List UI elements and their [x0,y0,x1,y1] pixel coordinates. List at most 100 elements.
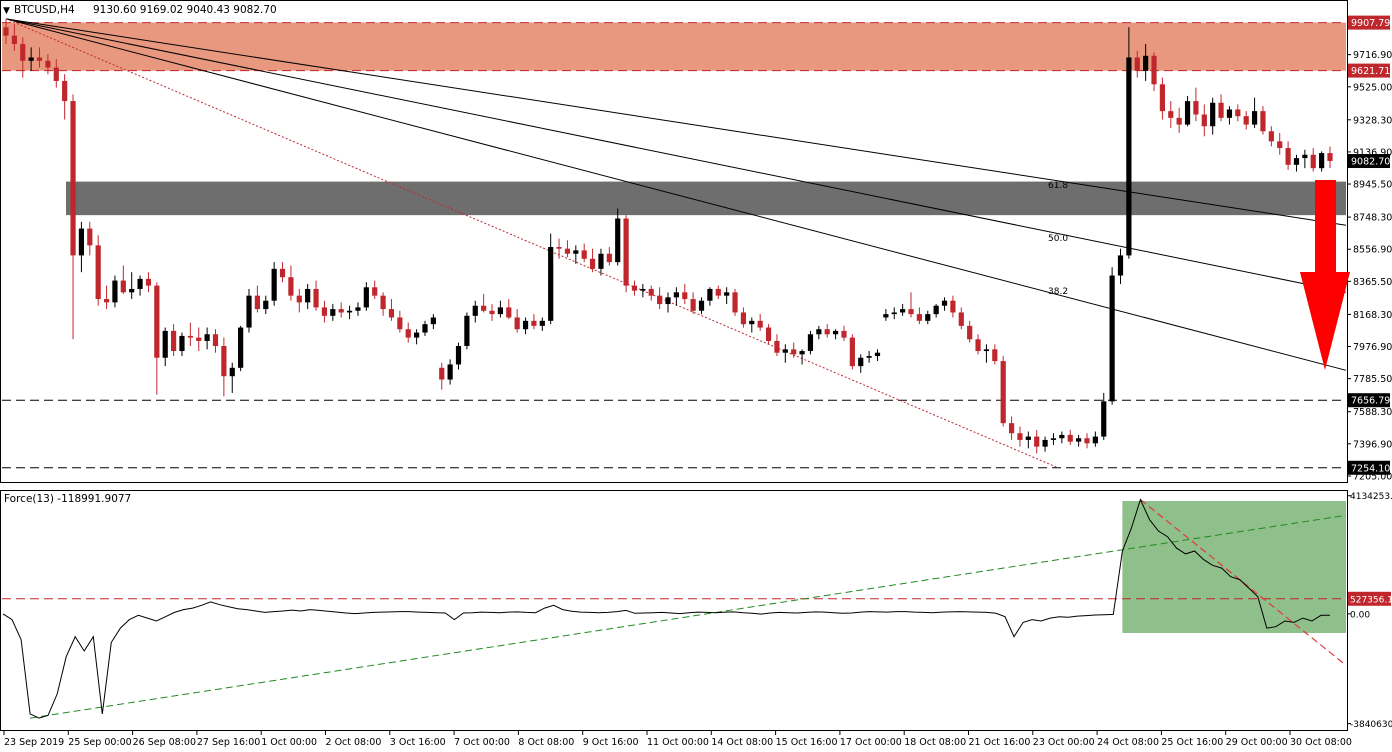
candle [472,300,478,323]
candle [162,327,168,367]
level-label-current-bg [1348,154,1390,169]
candle-body [338,309,344,313]
candle [916,307,922,325]
candle-body [388,309,395,318]
candle [288,265,294,301]
candle [95,235,101,306]
candle-body [380,295,386,310]
candle-body [372,287,378,296]
candle [355,302,361,316]
candle-body [757,320,763,328]
force-axis-label: -3840630. [1350,720,1392,730]
time-label: 25 Oct 16:00 [1161,737,1223,748]
candle [1277,132,1283,155]
candle-body [866,356,872,358]
candle-body [548,247,554,321]
candle-body [1126,57,1132,256]
candle [497,300,504,318]
candle-body [187,335,193,338]
candle [3,18,9,45]
force-zone [1122,501,1346,633]
candle-body [1226,109,1233,118]
candle-body [1327,153,1333,161]
candle-body [1076,438,1082,442]
candle-body [221,345,227,377]
candle-body [1251,111,1258,125]
sell-arrow [1300,180,1350,370]
candle [941,297,948,311]
candle [514,309,520,333]
candle-body [883,314,889,318]
candle-body [162,330,168,358]
candle [271,262,277,306]
candle-body [1235,109,1241,117]
candle-body [841,330,847,338]
candle [782,344,788,363]
candle [363,282,369,311]
candle-body [263,300,269,310]
symbol-title: BTCUSD,H4 [14,4,75,16]
candle-body [631,285,638,291]
candle [170,324,177,357]
candle-body [28,57,34,61]
main-zones [2,22,1346,216]
candle-body [531,320,537,326]
candle [145,272,152,293]
candle [28,47,34,71]
fib-label-1: 50.0 [1048,234,1068,244]
candle [1251,97,1258,128]
candle-body [397,317,403,330]
candle [388,299,395,321]
main-panel-frame [0,0,1348,483]
candle-body [799,351,805,355]
candle-body [908,309,914,315]
candle [481,293,487,313]
candle [87,221,93,256]
candle [925,310,931,325]
candle [522,317,529,335]
candle-body [816,329,822,335]
candle [36,47,43,68]
candle [53,59,59,88]
level-label-support1-bg [1348,393,1390,408]
candle-body [791,349,797,355]
force-title: Force(13) -118991.9077 [4,493,131,505]
candle [120,265,126,294]
candle-body [1159,84,1166,112]
candle [883,309,889,321]
candle [70,94,76,340]
candle [405,322,411,343]
candle-body [430,317,436,325]
price-tick-label: 9525.00 [1353,82,1392,93]
candle-body [556,247,562,249]
candle-body [1302,154,1308,159]
candle [698,297,705,315]
candle-body [439,367,445,380]
time-label: 27 Sep 16:00 [197,737,260,748]
candle [254,285,260,313]
candle-body [975,339,981,352]
candle [774,334,780,357]
candle-body [1084,438,1090,444]
candle-body [129,288,135,293]
force-panel-frame [0,490,1348,731]
candle [45,54,51,75]
candle [1126,27,1132,259]
candle [187,322,193,346]
candle-body [1201,114,1207,127]
candle [296,288,302,313]
candle [455,342,462,370]
candle-body [749,320,755,325]
candle [229,362,235,393]
candle-body [1243,116,1249,125]
time-label: 3 Oct 16:00 [390,737,446,748]
candle-body [983,349,990,352]
candle-body [1017,433,1023,440]
candle-body [564,248,571,254]
candle-body [1042,439,1048,447]
price-tick-label: 9716.90 [1353,50,1392,61]
candle-body [53,67,59,81]
price-tick-label: 8945.50 [1353,180,1392,191]
candle [615,208,621,266]
